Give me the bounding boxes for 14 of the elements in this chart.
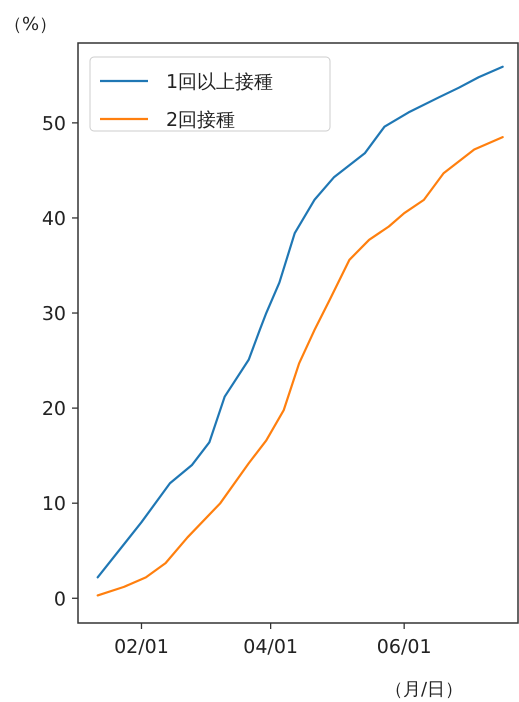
y-axis-title: （%） [4,14,58,35]
legend-label: 1回以上接種 [166,71,274,93]
legend-label: 2回接種 [166,109,236,131]
x-tick-label: 04/01 [243,636,298,658]
y-tick-label: 20 [42,398,66,420]
y-tick-label: 10 [42,493,66,516]
y-tick-label: 30 [42,303,66,326]
x-tick-label: 02/01 [114,636,169,658]
x-tick-label: 06/01 [376,636,432,658]
y-tick-label: 0 [54,588,66,610]
line-series [96,136,504,597]
y-tick-label: 50 [42,112,66,135]
x-axis-title: （月/日） [384,679,464,700]
y-tick-label: 40 [42,208,66,230]
